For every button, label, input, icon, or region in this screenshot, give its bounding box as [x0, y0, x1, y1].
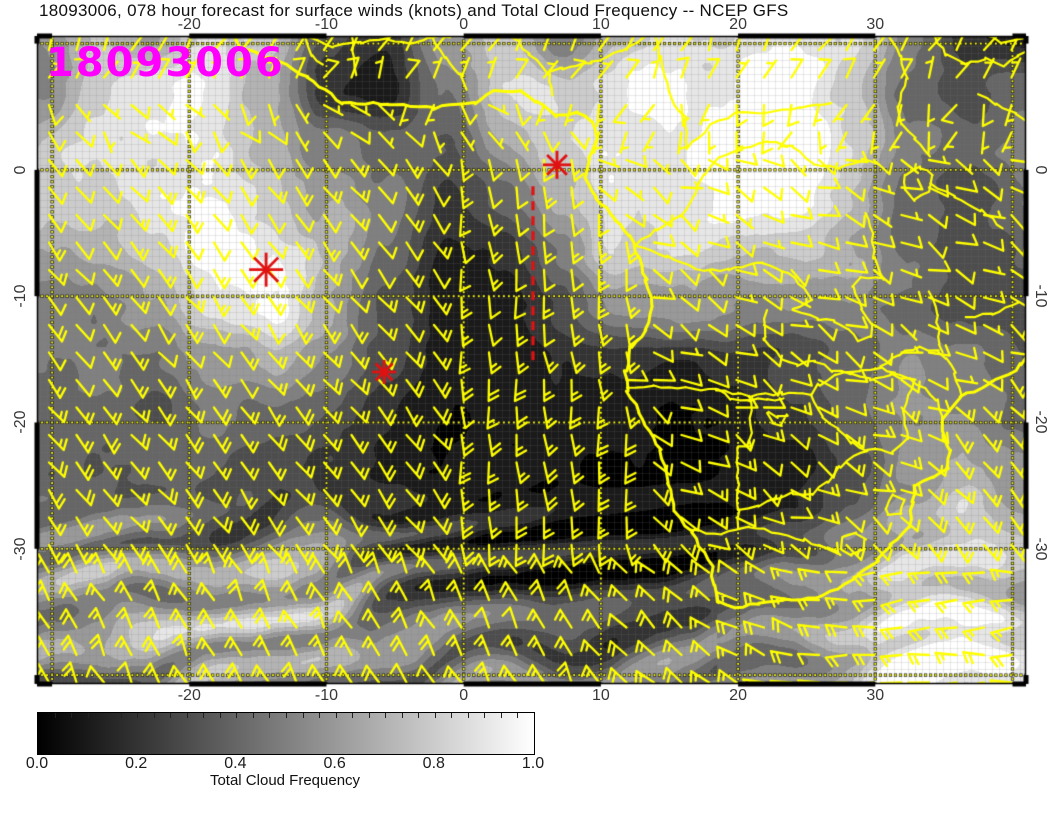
colorbar-tick	[87, 713, 89, 718]
lat-tick-label: -20	[12, 410, 29, 435]
colorbar-tick	[484, 713, 486, 718]
lon-tick-label: -10	[314, 16, 339, 33]
lon-tick-label: 20	[729, 687, 747, 704]
colorbar-tick	[236, 713, 238, 718]
lon-tick-label: -10	[314, 687, 339, 704]
lat-tick-label: -10	[1032, 284, 1049, 308]
lon-tick-label: 0	[459, 16, 469, 33]
colorbar-gradient	[37, 712, 535, 755]
colorbar-tick	[401, 713, 403, 718]
colorbar-tick	[269, 713, 271, 718]
lat-tick-label: 0	[12, 165, 29, 175]
colorbar-tick	[219, 713, 221, 718]
colorbar-tick	[71, 713, 73, 718]
lat-tick-label: -30	[1032, 537, 1049, 561]
colorbar-tick-label: 1.0	[521, 755, 545, 772]
colorbar-tick	[302, 713, 304, 718]
colorbar-tick-label: 0.0	[25, 755, 49, 772]
lat-tick-label: -10	[12, 284, 29, 308]
colorbar-tick-label: 0.2	[125, 755, 148, 772]
colorbar-tick	[517, 713, 519, 718]
colorbar-tick	[153, 713, 155, 718]
colorbar-title: Total Cloud Frequency	[209, 772, 361, 789]
colorbar-tick	[186, 713, 188, 718]
colorbar-tick	[286, 713, 287, 718]
colorbar-tick-label: 0.6	[323, 755, 346, 772]
colorbar-tick	[104, 713, 106, 718]
colorbar-tick	[368, 713, 370, 718]
colorbar-tick	[54, 713, 56, 718]
colorbar-tick	[120, 713, 122, 718]
lon-tick-label: 0	[459, 687, 469, 704]
colorbar-tick	[352, 713, 354, 718]
chart-title: 18093006, 078 hour forecast for surface …	[39, 1, 789, 20]
colorbar-tick	[203, 713, 205, 718]
colorbar-tick	[319, 713, 321, 718]
colorbar-tick	[335, 713, 337, 718]
lon-tick-label: -20	[177, 16, 201, 33]
lat-tick-label: -20	[1032, 410, 1049, 435]
lon-tick-label: 30	[866, 687, 885, 704]
colorbar-tick	[434, 713, 436, 718]
colorbar-tick	[500, 713, 502, 718]
lat-tick-label: 0	[1032, 165, 1049, 175]
colorbar-tick-label: 0.4	[224, 755, 247, 772]
lon-tick-label: 10	[591, 687, 610, 704]
lon-tick-label: 20	[729, 16, 747, 33]
lon-tick-label: 30	[866, 16, 885, 33]
lat-tick-label: -30	[12, 537, 29, 561]
colorbar-tick	[385, 713, 387, 718]
colorbar-tick	[451, 713, 453, 718]
colorbar-tick	[252, 713, 254, 718]
run-timestamp-overlay: 18093006	[46, 40, 285, 86]
lon-tick-label: 10	[591, 16, 610, 33]
colorbar-tick	[418, 713, 420, 718]
colorbar-tick-label: 0.8	[422, 755, 445, 772]
colorbar-tick	[170, 713, 172, 718]
colorbar-tick	[137, 713, 139, 718]
colorbar-tick	[467, 713, 469, 718]
lon-tick-label: -20	[177, 687, 201, 704]
